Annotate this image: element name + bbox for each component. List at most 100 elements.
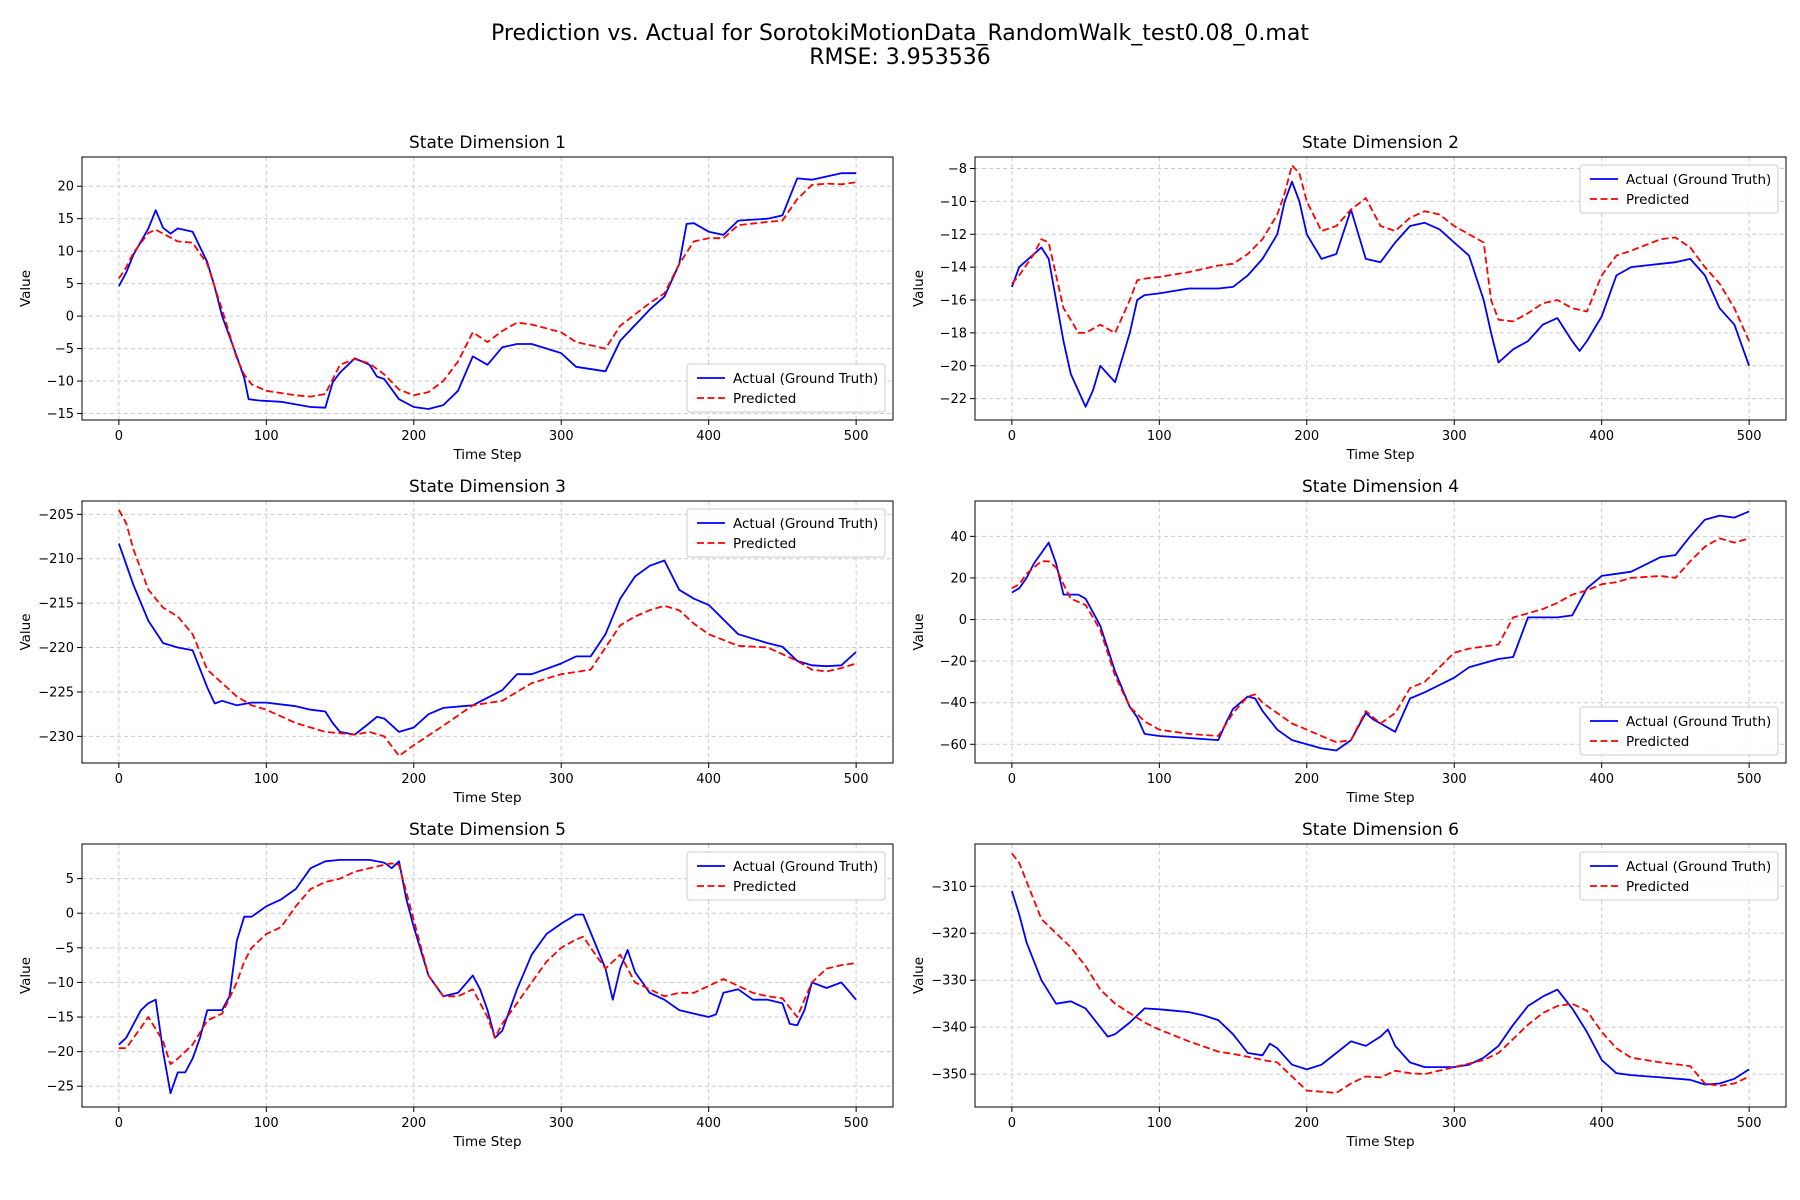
subplot-6: 0 100 200 300 400 500 −350 −340 −330 −320 −310 Stat…: [911, 820, 1787, 1150]
legend-actual-label: Actual (Ground Truth): [1626, 172, 1771, 188]
legend-actual-label: Actual (Ground Truth): [733, 859, 878, 875]
y-tick-label: −15: [47, 407, 74, 422]
legend-actual-label: Actual (Ground Truth): [1626, 859, 1771, 875]
legend-box: [686, 363, 886, 413]
y-tick-label: −340: [931, 1021, 967, 1036]
y-tick-label: 0: [959, 613, 967, 628]
x-tick-label: 200: [401, 1116, 426, 1131]
y-tick-label: −225: [38, 685, 74, 700]
legend-box: [1579, 706, 1779, 756]
legend-predicted-label: Predicted: [1626, 734, 1689, 750]
y-tick-label: −8: [948, 162, 967, 177]
x-tick-label: 200: [401, 429, 426, 444]
y-axis-label: Value: [18, 957, 34, 994]
legend-actual-label: Actual (Ground Truth): [1626, 714, 1771, 730]
x-tick-label: 0: [115, 772, 123, 787]
subplot-title: State Dimension 6: [1302, 820, 1459, 840]
legend-predicted-label: Predicted: [733, 391, 796, 407]
legend-predicted-label: Predicted: [733, 879, 796, 895]
legend-box: [1579, 851, 1779, 901]
series-actual-line: [118, 172, 857, 410]
x-tick-label: 0: [115, 1116, 123, 1131]
x-tick-label: 500: [844, 429, 869, 444]
subplot-title: State Dimension 2: [1302, 133, 1459, 153]
series-predicted-line: [1011, 537, 1750, 744]
series-actual-line: [1011, 180, 1750, 408]
y-tick-label: 0: [66, 310, 74, 325]
y-axis-label: Value: [18, 270, 34, 307]
y-tick-label: −205: [38, 508, 74, 523]
y-tick-label: −10: [47, 976, 74, 991]
y-tick-label: 20: [950, 571, 967, 586]
x-tick-label: 100: [254, 429, 279, 444]
legend-predicted-label: Predicted: [1626, 879, 1689, 895]
y-tick-label: 15: [57, 212, 74, 227]
x-tick-label: 400: [1589, 772, 1614, 787]
y-axis-label: Value: [18, 613, 34, 650]
axes-frame: [81, 500, 894, 764]
x-axis-label: Time Step: [452, 1134, 521, 1150]
y-tick-label: 40: [950, 530, 967, 545]
y-tick-label: 0: [66, 907, 74, 922]
x-axis-label: Time Step: [1345, 1134, 1414, 1150]
x-tick-label: 500: [1737, 1116, 1762, 1131]
y-tick-label: −350: [931, 1068, 967, 1083]
x-tick-label: 300: [549, 1116, 574, 1131]
axes-frame: [81, 843, 894, 1108]
series-actual-line: [118, 859, 857, 1095]
x-tick-label: 0: [1008, 429, 1016, 444]
y-tick-label: −230: [38, 730, 74, 745]
x-tick-label: 300: [1442, 429, 1467, 444]
series-predicted-line: [1011, 164, 1750, 342]
x-tick-label: 200: [401, 772, 426, 787]
y-tick-label: 20: [57, 180, 74, 195]
x-tick-label: 300: [1442, 1116, 1467, 1131]
y-tick-label: −40: [940, 696, 967, 711]
x-tick-label: 500: [844, 1116, 869, 1131]
legend-box: [686, 851, 886, 901]
y-tick-label: −10: [47, 375, 74, 390]
series-predicted-line: [118, 181, 857, 398]
legend-actual-label: Actual (Ground Truth): [733, 516, 878, 532]
x-tick-label: 500: [1737, 429, 1762, 444]
subplot-title: State Dimension 5: [409, 820, 566, 840]
y-tick-label: −14: [940, 261, 967, 276]
y-tick-label: −5: [55, 941, 74, 956]
y-axis-label: Value: [911, 957, 927, 994]
subplot-2: 0 100 200 300 400 500 −22 −20 −18 −16 −14 −12 −10 −8 S…: [911, 133, 1787, 463]
legend-actual-label: Actual (Ground Truth): [733, 371, 878, 387]
legend: Actual (Ground Truth) Predicted: [1579, 851, 1779, 901]
legend: Actual (Ground Truth) Predicted: [1579, 164, 1779, 214]
legend: Actual (Ground Truth) Predicted: [686, 363, 886, 413]
y-tick-label: −20: [47, 1045, 74, 1060]
y-tick-label: −12: [940, 228, 967, 243]
y-tick-label: −10: [940, 195, 967, 210]
axes-frame: [81, 156, 894, 421]
y-tick-label: 10: [57, 245, 74, 260]
x-axis-label: Time Step: [1345, 790, 1414, 806]
legend-predicted-label: Predicted: [1626, 192, 1689, 208]
y-axis-label: Value: [911, 613, 927, 650]
x-tick-label: 400: [696, 429, 721, 444]
subplot-title: State Dimension 1: [409, 133, 566, 153]
y-tick-label: −20: [940, 359, 967, 374]
series-actual-line: [118, 543, 857, 736]
legend: Actual (Ground Truth) Predicted: [686, 851, 886, 901]
x-tick-label: 300: [1442, 772, 1467, 787]
figure-title-line2: RMSE: 3.953536: [809, 45, 991, 70]
series-predicted-line: [118, 862, 857, 1065]
y-tick-label: −20: [940, 655, 967, 670]
x-tick-label: 0: [1008, 1116, 1016, 1131]
x-tick-label: 400: [696, 1116, 721, 1131]
subplot-title: State Dimension 4: [1302, 477, 1459, 497]
legend: Actual (Ground Truth) Predicted: [686, 508, 886, 558]
figure-title-line1: Prediction vs. Actual for SorotokiMotion…: [491, 21, 1309, 46]
x-tick-label: 0: [1008, 772, 1016, 787]
series-predicted-line: [118, 509, 857, 757]
x-tick-label: 100: [1147, 429, 1172, 444]
x-tick-label: 200: [1294, 772, 1319, 787]
x-axis-label: Time Step: [1345, 447, 1414, 463]
y-tick-label: 5: [66, 872, 74, 887]
